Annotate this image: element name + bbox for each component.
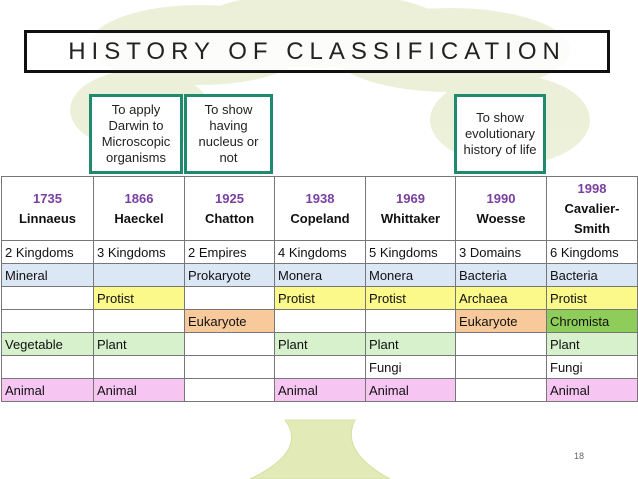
table-cell: Vegetable [1, 332, 94, 356]
table-row: Eukaryote Eukaryote Chromista [1, 309, 638, 333]
table-cell: Bacteria [455, 263, 547, 287]
table-cell [365, 309, 456, 333]
table-cell: Animal [93, 378, 185, 402]
table-cell [93, 355, 185, 379]
note-haeckel: To apply Darwin to Microscopic organisms [89, 94, 183, 174]
table-row: Animal Animal Animal Animal Animal [1, 378, 638, 402]
note-text: To show having nucleus or not [198, 102, 259, 165]
table-cell [184, 355, 275, 379]
table-cell: Animal [546, 378, 638, 402]
table-cell: Fungi [365, 355, 456, 379]
table-row: Vegetable Plant Plant Plant Plant [1, 332, 638, 356]
page-title: HISTORY OF CLASSIFICATION [68, 37, 566, 65]
header-cell: 1998 Cavalier-Smith [546, 176, 638, 241]
table-cell [184, 332, 275, 356]
title-box: HISTORY OF CLASSIFICATION [24, 30, 610, 73]
table-cell: Plant [546, 332, 638, 356]
table-cell: 6 Kingdoms [546, 240, 638, 264]
table-cell: Plant [365, 332, 456, 356]
table-cell [1, 286, 94, 310]
table-row: Protist Protist Protist Archaea Protist [1, 286, 638, 310]
header-cell: 1866 Haeckel [93, 176, 185, 241]
table-cell: Bacteria [546, 263, 638, 287]
header-cell: 1938 Copeland [274, 176, 366, 241]
table-cell: Mineral [1, 263, 94, 287]
table-cell [93, 263, 185, 287]
header-cell: 1990 Woesse [455, 176, 547, 241]
table-cell [274, 309, 366, 333]
table-cell: Plant [274, 332, 366, 356]
note-text: To show evolutionary history of life [463, 110, 537, 157]
table-cell [1, 309, 94, 333]
table-cell [184, 378, 275, 402]
table-cell [184, 286, 275, 310]
table-row: 2 Kingdoms 3 Kingdoms 2 Empires 4 Kingdo… [1, 240, 638, 264]
table-cell: Animal [365, 378, 456, 402]
table-cell: 2 Kingdoms [1, 240, 94, 264]
table-cell: Plant [93, 332, 185, 356]
table-cell: Fungi [546, 355, 638, 379]
note-chatton: To show having nucleus or not [184, 94, 273, 174]
header-cell: 1969 Whittaker [365, 176, 456, 241]
table-cell: Monera [365, 263, 456, 287]
header-row: 1735 Linnaeus 1866 Haeckel 1925 Chatton 193… [1, 176, 638, 241]
table-cell: Protist [274, 286, 366, 310]
table-cell: Chromista [546, 309, 638, 333]
table-cell: Archaea [455, 286, 547, 310]
table-cell: Protist [546, 286, 638, 310]
table-cell: 3 Domains [455, 240, 547, 264]
table-cell: 4 Kingdoms [274, 240, 366, 264]
table-row: Mineral Prokaryote Monera Monera Bacteri… [1, 263, 638, 287]
table-cell: Animal [1, 378, 94, 402]
table-cell: Monera [274, 263, 366, 287]
table-cell: Prokaryote [184, 263, 275, 287]
table-cell: 2 Empires [184, 240, 275, 264]
table-cell: Eukaryote [184, 309, 275, 333]
classification-table: 1735 Linnaeus 1866 Haeckel 1925 Chatton 193… [1, 176, 638, 402]
table-cell: Protist [365, 286, 456, 310]
page-number: 18 [573, 451, 584, 461]
table-cell: Eukaryote [455, 309, 547, 333]
table-cell [1, 355, 94, 379]
table-cell: 3 Kingdoms [93, 240, 185, 264]
table-cell: Animal [274, 378, 366, 402]
header-cell: 1925 Chatton [184, 176, 275, 241]
table-cell [455, 332, 547, 356]
table-row: Fungi Fungi [1, 355, 638, 379]
table-cell [93, 309, 185, 333]
header-cell: 1735 Linnaeus [1, 176, 94, 241]
note-woesse: To show evolutionary history of life [454, 94, 546, 174]
table-cell [455, 378, 547, 402]
note-text: To apply Darwin to Microscopic organisms [101, 102, 171, 165]
table-cell: Protist [93, 286, 185, 310]
table-cell [455, 355, 547, 379]
table-cell: 5 Kingdoms [365, 240, 456, 264]
table-cell [274, 355, 366, 379]
